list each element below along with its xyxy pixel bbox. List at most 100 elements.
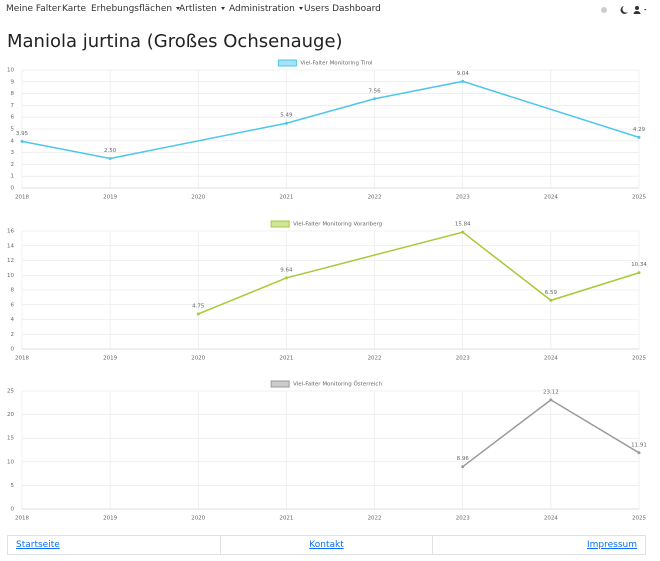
user-icon[interactable]: [635, 6, 639, 10]
data-point: [461, 230, 465, 234]
y-tick-label: 20: [7, 412, 14, 418]
y-tick-label: 0: [11, 186, 15, 192]
nav-dropdown[interactable]: Erhebungsflächen: [91, 4, 180, 14]
nav-link[interactable]: Meine Falter: [6, 4, 62, 14]
user-icon-body: [633, 11, 641, 14]
data-label: 5.49: [280, 113, 293, 119]
nav-dropdown[interactable]: Administration: [229, 4, 303, 14]
nav-link[interactable]: Users Dashboard: [304, 4, 381, 14]
y-tick-label: 5: [11, 127, 15, 133]
y-tick-label: 12: [7, 258, 14, 264]
nav-link[interactable]: Karte: [62, 4, 87, 14]
legend-swatch: [277, 59, 297, 67]
y-tick-label: 0: [11, 507, 15, 513]
footer-cell: Startseite: [8, 536, 221, 554]
theme-icon[interactable]: [620, 6, 628, 14]
x-tick-label: 2020: [191, 516, 205, 522]
nav-dropdown[interactable]: Artlisten: [179, 4, 225, 14]
page-title: Maniola jurtina (Großes Ochsenauge): [7, 31, 343, 52]
data-label: 4.75: [192, 303, 205, 309]
y-tick-label: 2: [11, 332, 15, 338]
status-icon[interactable]: [601, 7, 607, 13]
x-tick-label: 2023: [456, 195, 470, 201]
user-caret[interactable]: [644, 9, 647, 11]
y-tick-label: 10: [7, 68, 14, 74]
x-tick-label: 2018: [15, 356, 29, 362]
y-tick-label: 15: [7, 436, 14, 442]
y-tick-label: 8: [11, 91, 15, 97]
x-tick-label: 2020: [191, 356, 205, 362]
data-point: [373, 97, 377, 101]
data-label: 9.64: [280, 267, 293, 273]
x-tick-label: 2022: [368, 516, 382, 522]
footer-link[interactable]: Impressum: [586, 540, 638, 550]
x-tick-label: 2019: [103, 195, 117, 201]
y-tick-label: 10: [7, 273, 14, 279]
y-tick-label: 16: [7, 229, 14, 235]
legend-label: Viel-Falter Monitoring Österreich: [293, 381, 382, 388]
data-label: 3.95: [16, 131, 29, 137]
data-label: 15.84: [455, 222, 471, 228]
x-tick-label: 2021: [279, 356, 293, 362]
y-tick-label: 4: [11, 317, 15, 323]
data-point: [284, 276, 288, 280]
x-tick-label: 2022: [368, 356, 382, 362]
data-line: [198, 231, 640, 315]
y-tick-label: 9: [11, 79, 15, 85]
legend-label: Viel-Falter Monitoring Vorarlberg: [293, 222, 382, 228]
y-tick-label: 2: [11, 162, 15, 168]
x-tick-label: 2025: [632, 195, 646, 201]
footer-link[interactable]: Startseite: [16, 540, 60, 550]
x-tick-label: 2018: [15, 516, 29, 522]
data-point: [549, 298, 553, 302]
data-label: 2.50: [104, 148, 117, 154]
x-tick-label: 2021: [279, 195, 293, 201]
y-tick-label: 4: [11, 138, 15, 144]
footer-cell: Impressum: [433, 536, 645, 554]
nav-icons: [601, 6, 647, 14]
y-tick-label: 14: [7, 243, 14, 249]
x-tick-label: 2018: [15, 195, 29, 201]
x-tick-label: 2019: [103, 516, 117, 522]
x-tick-label: 2023: [456, 516, 470, 522]
data-point: [284, 121, 288, 125]
x-tick-label: 2024: [544, 516, 558, 522]
data-label: 6.59: [545, 290, 558, 296]
x-tick-label: 2022: [368, 195, 382, 201]
charts: 2018 2019 2020 2021 2022 2023 2024 202501234567…: [7, 59, 647, 522]
data-label: 8.96: [457, 456, 470, 462]
data-point: [637, 135, 641, 139]
data-label: 4.29: [633, 127, 646, 133]
y-tick-label: 8: [11, 288, 15, 294]
y-tick-label: 0: [11, 347, 15, 353]
footer-link[interactable]: Kontakt: [309, 540, 344, 550]
y-tick-label: 1: [11, 174, 15, 180]
y-tick-label: 3: [11, 150, 15, 156]
data-label: 9.04: [457, 71, 470, 77]
data-point: [196, 312, 200, 316]
y-tick-label: 10: [7, 459, 14, 465]
x-tick-label: 2024: [544, 356, 558, 362]
data-point: [461, 79, 465, 83]
y-tick-label: 6: [11, 302, 15, 308]
data-label: 11.91: [631, 442, 647, 448]
data-line: [21, 80, 640, 160]
x-tick-label: 2025: [632, 356, 646, 362]
legend-label: Viel-Falter Monitoring Tirol: [300, 61, 373, 67]
data-label: 23.12: [543, 389, 559, 395]
footer: Startseite Kontakt Impressum: [7, 535, 646, 555]
legend-swatch: [270, 220, 290, 228]
x-tick-label: 2019: [103, 356, 117, 362]
y-tick-label: 6: [11, 115, 15, 121]
data-point: [20, 139, 24, 143]
data-point: [108, 157, 112, 160]
data-point: [637, 271, 641, 275]
data-point: [549, 398, 553, 402]
footer-cell: Kontakt: [221, 536, 434, 554]
data-label: 10.34: [631, 262, 647, 268]
x-tick-label: 2020: [191, 195, 205, 201]
legend-swatch: [270, 380, 290, 388]
data-label: 7.56: [368, 88, 381, 94]
x-tick-label: 2025: [632, 516, 646, 522]
